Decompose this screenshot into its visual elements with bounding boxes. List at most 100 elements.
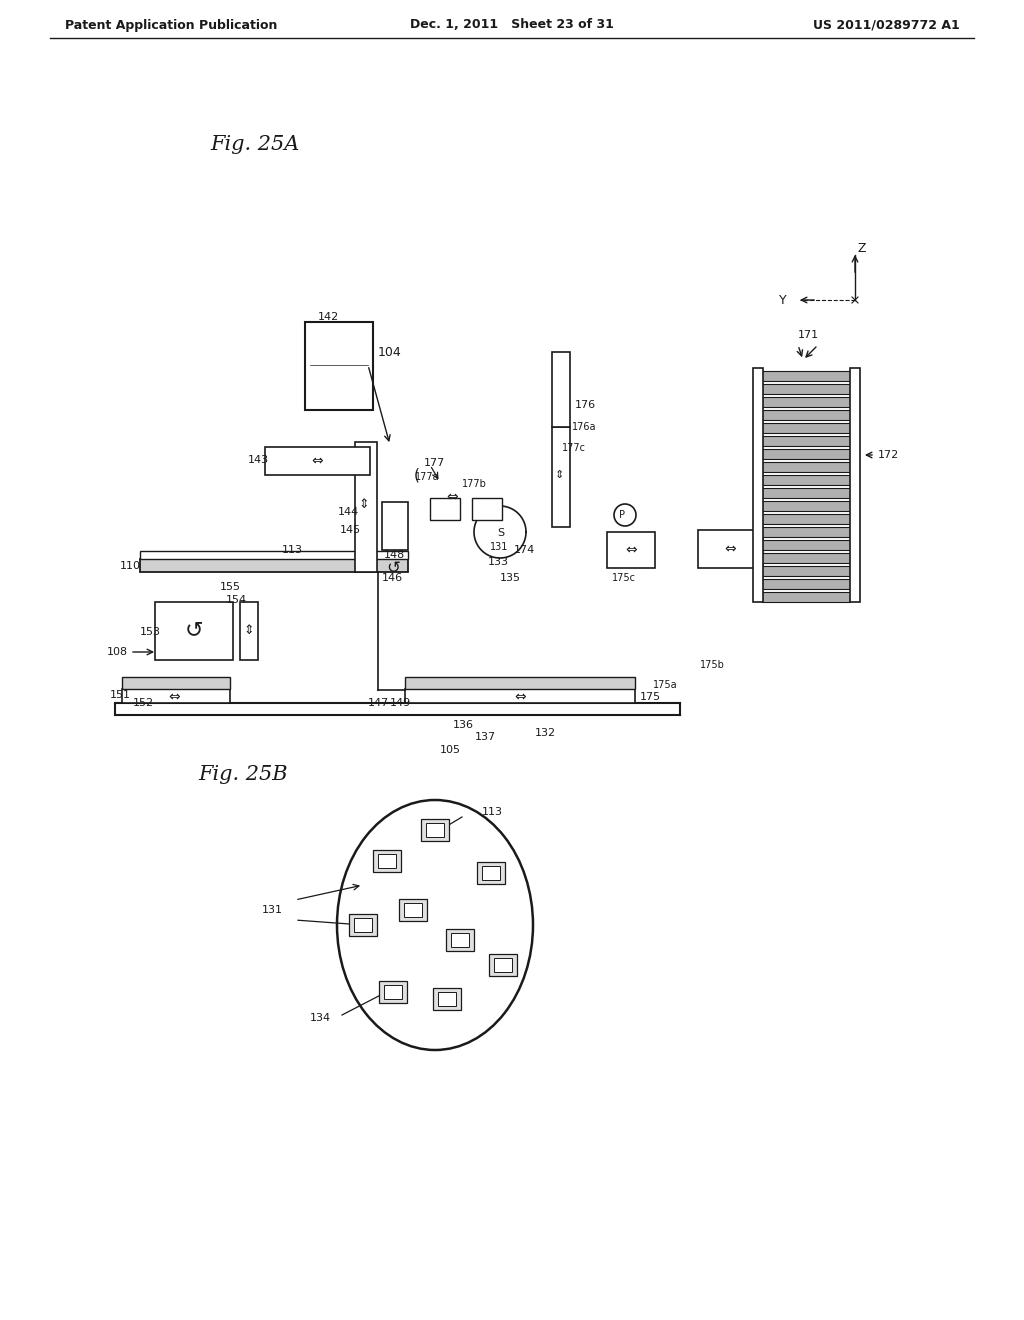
Text: 145: 145 [340, 525, 361, 535]
Bar [406, 677, 635, 689]
Text: 137: 137 [475, 733, 496, 742]
Bar [762, 397, 850, 407]
Text: 176a: 176a [572, 422, 597, 432]
Bar [384, 986, 402, 999]
Bar [762, 591, 850, 602]
Text: 154: 154 [226, 595, 247, 605]
Text: 142: 142 [318, 312, 339, 322]
Text: 110: 110 [120, 561, 141, 572]
Text: ⇕: ⇕ [244, 623, 254, 636]
Bar [355, 442, 377, 572]
Text: 174: 174 [514, 545, 536, 554]
Bar [354, 917, 372, 932]
Text: Z: Z [858, 242, 866, 255]
Text: 132: 132 [535, 729, 556, 738]
Text: Fig. 25A: Fig. 25A [210, 136, 299, 154]
Text: 175b: 175b [700, 660, 725, 671]
Text: ⇔: ⇔ [168, 690, 180, 704]
Text: 175c: 175c [612, 573, 636, 583]
Text: 175a: 175a [653, 680, 678, 690]
Bar [399, 899, 427, 921]
Text: 171: 171 [798, 330, 819, 341]
Text: 104: 104 [378, 346, 401, 359]
Bar [552, 352, 570, 426]
Bar [698, 531, 763, 568]
Text: 108: 108 [106, 647, 128, 657]
Text: ⇕: ⇕ [358, 499, 369, 511]
Text: 151: 151 [110, 690, 131, 700]
Bar [762, 527, 850, 537]
Text: ⇔: ⇔ [626, 543, 637, 557]
Bar [446, 929, 474, 950]
Bar [850, 368, 860, 602]
Bar [477, 862, 505, 884]
Bar [430, 498, 460, 520]
Bar [438, 991, 456, 1006]
Bar [122, 689, 230, 704]
Text: 149: 149 [390, 698, 412, 708]
Text: ⇔: ⇔ [311, 454, 323, 469]
Bar [494, 958, 512, 972]
Bar [753, 368, 763, 602]
Bar [451, 933, 469, 946]
Bar [240, 602, 258, 660]
Text: Patent Application Publication: Patent Application Publication [65, 18, 278, 32]
Bar [762, 475, 850, 484]
Text: 136: 136 [453, 719, 474, 730]
Text: (: ( [414, 467, 420, 483]
Text: 177a: 177a [415, 473, 439, 482]
Bar [552, 426, 570, 527]
Bar [265, 447, 370, 475]
Text: 177b: 177b [462, 479, 486, 488]
Text: ⇔: ⇔ [724, 543, 736, 556]
Bar [762, 513, 850, 524]
Bar [762, 488, 850, 498]
Text: 135: 135 [500, 573, 521, 583]
Text: 177: 177 [424, 458, 445, 469]
Text: 155: 155 [220, 582, 241, 591]
Bar [426, 822, 444, 837]
Bar [762, 462, 850, 473]
Text: US 2011/0289772 A1: US 2011/0289772 A1 [813, 18, 961, 32]
Text: S: S [497, 528, 504, 539]
Text: 146: 146 [382, 573, 403, 583]
Text: ↺: ↺ [386, 558, 400, 577]
Text: 143: 143 [248, 455, 269, 465]
Bar [404, 903, 422, 917]
Text: 177c: 177c [562, 444, 586, 453]
Text: Y: Y [779, 293, 787, 306]
Bar [349, 913, 377, 936]
Bar [481, 866, 500, 880]
Text: ⇔: ⇔ [446, 490, 458, 504]
Bar [762, 579, 850, 589]
Bar [762, 553, 850, 564]
Bar [382, 502, 408, 550]
Bar [762, 540, 850, 550]
Bar [762, 422, 850, 433]
Bar [762, 502, 850, 511]
Text: 131: 131 [262, 906, 283, 915]
Text: 105: 105 [440, 744, 461, 755]
Bar [607, 532, 655, 568]
Bar [488, 954, 516, 975]
Text: 153: 153 [140, 627, 161, 638]
Bar [155, 602, 233, 660]
Text: ⇔: ⇔ [514, 690, 525, 704]
Text: 131: 131 [490, 543, 508, 552]
Bar [140, 550, 408, 558]
Bar [433, 987, 461, 1010]
Bar [378, 854, 396, 869]
Bar [140, 558, 408, 572]
Text: 176: 176 [575, 400, 596, 411]
Bar [762, 436, 850, 446]
Bar [122, 677, 230, 689]
Text: 147: 147 [368, 698, 389, 708]
Text: ⇕: ⇕ [555, 470, 564, 480]
Text: Dec. 1, 2011   Sheet 23 of 31: Dec. 1, 2011 Sheet 23 of 31 [410, 18, 614, 32]
Bar [421, 818, 449, 841]
Text: 113: 113 [482, 807, 503, 817]
Bar [305, 322, 373, 411]
Text: 144: 144 [338, 507, 359, 517]
Text: P: P [618, 510, 625, 520]
Bar [379, 981, 408, 1003]
